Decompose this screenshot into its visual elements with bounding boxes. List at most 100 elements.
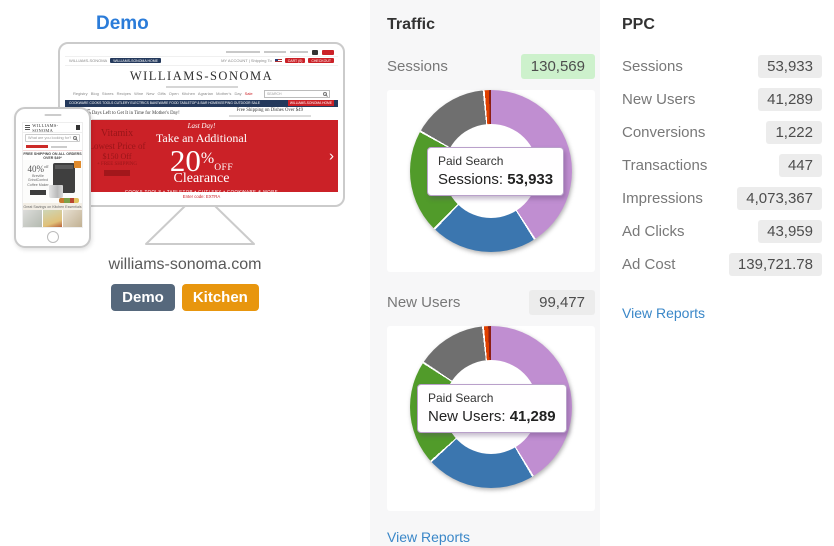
hero-clearance: Clearance xyxy=(173,171,230,187)
phone-header-icon xyxy=(75,125,80,130)
ppc-value-badge: 41,289 xyxy=(758,87,822,111)
tooltip-value-line: Sessions: 53,933 xyxy=(438,171,554,188)
desktop-screenshot: WILLIAMS-SONOMA WILLIAMS-SONOMA HOME MY … xyxy=(65,49,338,200)
ppc-label: Conversions xyxy=(622,123,706,141)
photo-tile xyxy=(43,210,62,227)
locale-chip xyxy=(312,49,318,55)
us-flag-icon xyxy=(274,58,282,63)
phone-mockup: WILLIAMS-SONOMA What are you looking for… xyxy=(14,107,91,248)
tooltip-series: Paid Search xyxy=(428,391,494,405)
site-domain: williams-sonoma.com xyxy=(108,256,262,273)
search-icon xyxy=(323,91,327,96)
desktop-mockup: WILLIAMS-SONOMA WILLIAMS-SONOMA HOME MY … xyxy=(58,42,345,207)
ws-home-chip: WILLIAMS-SONOMA HOME xyxy=(110,58,161,64)
promo-row: 5Days Left to Get It in Time for Mother'… xyxy=(65,107,338,121)
ppc-panel: PPC Sessions 53,933 New Users 41,289 Con… xyxy=(612,0,834,546)
account-text: MY ACCOUNT | Shipping To xyxy=(221,58,272,64)
product-line: Coffee Maker xyxy=(27,182,49,187)
phone-search-box: What are you looking for? xyxy=(25,134,80,142)
phone-search-row: What are you looking for? xyxy=(23,133,82,144)
ppc-label: Ad Clicks xyxy=(622,222,685,240)
checkout-chip: CHECKOUT xyxy=(308,58,334,64)
phone-search-placeholder: What are you looking for? xyxy=(28,136,72,140)
monitor-stand xyxy=(145,205,255,245)
phone-brand: WILLIAMS-SONOMA xyxy=(32,122,59,133)
hero-banner: Vitamix Lowest Price of $150 Off + FREE … xyxy=(65,120,338,193)
hero-line1: Take an Additional xyxy=(155,131,248,146)
product-line: GrindControl xyxy=(27,178,49,183)
sessions-value-badge: 130,569 xyxy=(520,53,595,79)
cart-chip: CART (0) xyxy=(284,58,306,64)
brand-text-small: WILLIAMS-SONOMA xyxy=(69,58,108,64)
ws-home-category: WILLIAMS-SONOMA HOME xyxy=(287,100,334,107)
coffee-maker-image xyxy=(47,162,77,199)
decorative-bar xyxy=(92,118,175,121)
coffee-carafe xyxy=(49,184,63,198)
nav-sale-link: Sale xyxy=(244,91,253,97)
phone-shipping-text: FREE SHIPPING ON ALL ORDERS OVER $49* xyxy=(23,151,82,160)
ppc-value-badge: 43,959 xyxy=(758,219,822,243)
decorative-bar xyxy=(290,51,308,54)
search-placeholder: SEARCH xyxy=(267,91,282,96)
traffic-view-reports-link[interactable]: View Reports xyxy=(387,529,471,545)
site-screenshot-preview[interactable]: WILLIAMS-SONOMA WILLIAMS-SONOMA HOME MY … xyxy=(0,0,370,250)
hero-discount: 20%OFF xyxy=(65,145,338,176)
williams-sonoma-logo: WILLIAMS-SONOMA xyxy=(129,68,274,83)
phone-speaker xyxy=(44,114,61,116)
product-discount-sub: off xyxy=(43,163,49,169)
decorative-bar xyxy=(26,145,48,148)
sessions-label: Sessions xyxy=(387,57,448,75)
hero-percent: % xyxy=(200,150,215,168)
new-users-label: New Users xyxy=(387,293,461,311)
ppc-row-new-users: New Users 41,289 xyxy=(622,86,822,112)
new-users-chart-tooltip: Paid Search New Users: 41,289 xyxy=(417,384,567,433)
utility-bar xyxy=(65,49,338,57)
decorative-bar xyxy=(51,145,67,148)
account-bar: WILLIAMS-SONOMA WILLIAMS-SONOMA HOME MY … xyxy=(65,57,338,66)
tag-kitchen[interactable]: Kitchen xyxy=(181,284,259,311)
logo-area: WILLIAMS-SONOMA xyxy=(65,66,338,88)
shop-now-button xyxy=(30,189,46,195)
ppc-row-transactions: Transactions 447 xyxy=(622,152,822,178)
product-line: Breville xyxy=(32,173,44,178)
new-users-chart-card: Paid Search New Users: 41,289 xyxy=(387,326,595,511)
ppc-view-reports-link[interactable]: View Reports xyxy=(622,305,706,321)
phone-caption-text: Great Savings on Kitchen Essentials xyxy=(23,204,82,209)
carousel-prev-icon: ‹ xyxy=(69,120,338,192)
product-discount: 40% xyxy=(27,163,44,174)
ppc-label: New Users xyxy=(622,90,696,108)
nav-links: Registry Blog Stores Recipes Wine New Gi… xyxy=(73,91,242,97)
hero-categories: COOKS TOOLS • TABLETOP • CUTLERY • COOKW… xyxy=(124,189,279,193)
food-decor xyxy=(59,197,79,203)
ppc-value-badge: 53,933 xyxy=(758,54,822,78)
phone-photo-grid xyxy=(23,210,82,227)
ppc-row-impressions: Impressions 4,073,367 xyxy=(622,185,822,211)
phone-home-button xyxy=(46,231,59,243)
phone-screenshot: WILLIAMS-SONOMA What are you looking for… xyxy=(22,122,83,228)
hero-off: OFF xyxy=(214,163,234,174)
sessions-chart-card: Paid Search Sessions: 53,933 xyxy=(387,90,595,272)
carousel-next-icon: › xyxy=(329,147,334,165)
ppc-row-sessions: Sessions 53,933 xyxy=(622,53,822,79)
ppc-label: Ad Cost xyxy=(622,255,676,273)
phone-promo-row xyxy=(23,144,82,151)
tooltip-value-line: New Users: 41,289 xyxy=(428,408,556,425)
photo-tile xyxy=(23,210,42,227)
tooltip-series: Paid Search xyxy=(438,154,504,168)
site-nav-row: Registry Blog Stores Recipes Wine New Gi… xyxy=(65,88,338,100)
ppc-row-ad-clicks: Ad Clicks 43,959 xyxy=(622,218,822,244)
ppc-value-badge: 1,222 xyxy=(766,120,822,144)
site-title[interactable]: Demo xyxy=(96,13,149,34)
ppc-value-badge: 4,073,367 xyxy=(737,186,822,210)
tag-demo[interactable]: Demo xyxy=(111,284,175,311)
site-overview-section: Demo WILLIAMS-SONOMA WILLIAMS-SON xyxy=(0,0,370,546)
photo-tile xyxy=(63,210,82,227)
hero-code-strip: Enter code: EXTRA xyxy=(65,192,338,200)
new-users-value-badge: 99,477 xyxy=(529,289,595,315)
price-badge xyxy=(74,160,81,168)
product-copy: 40%off Breville GrindControl Coffee Make… xyxy=(26,164,50,195)
ppc-row-ad-cost: Ad Cost 139,721.78 xyxy=(622,251,822,277)
phone-header-bar: WILLIAMS-SONOMA xyxy=(23,123,82,133)
promo-chip xyxy=(322,49,334,55)
